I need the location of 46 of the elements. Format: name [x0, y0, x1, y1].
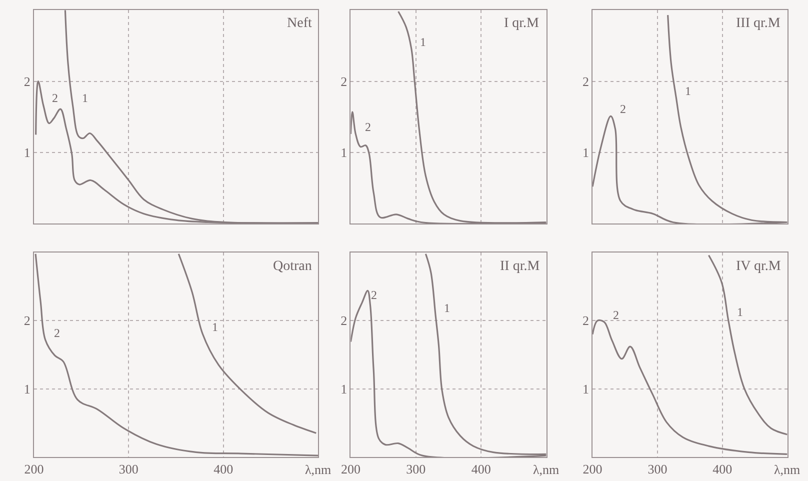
chart-title: II qr.M [500, 259, 540, 274]
y-tick-label: 2 [340, 74, 348, 89]
x-tick-label: 300 [406, 462, 426, 477]
chart-title: IV qr.M [736, 259, 782, 274]
line-series [708, 254, 788, 436]
x-tick-label: 200 [24, 462, 44, 477]
x-tick-label: 300 [118, 462, 138, 477]
series-label: 2 [52, 91, 58, 105]
line-series [34, 253, 318, 456]
chart-title: I qr.M [504, 16, 540, 31]
series-label: 2 [620, 102, 626, 116]
y-tick-label: 2 [582, 313, 589, 328]
y-tick-label: 1 [24, 145, 30, 160]
chart-title: Qotran [273, 259, 312, 274]
series-label: 2 [613, 308, 619, 322]
y-tick-label: 1 [340, 145, 348, 160]
y-tick-label: 2 [24, 313, 30, 328]
y-tick-label: 1 [582, 145, 589, 160]
series-label: 2 [365, 120, 371, 134]
x-tick-label: 300 [648, 462, 668, 477]
x-axis-title: λ,nm [533, 462, 560, 477]
x-axis-title: λ,nm [774, 462, 800, 477]
series-label: 1 [685, 84, 691, 98]
x-tick-label: 400 [471, 462, 491, 477]
y-tick-label: 2 [24, 74, 30, 89]
series-label: 2 [54, 326, 60, 340]
x-tick-label: 400 [214, 462, 234, 477]
x-tick-label: 200 [582, 462, 602, 477]
y-tick-label: 2 [340, 313, 348, 328]
chart-title: Neft [287, 16, 312, 31]
x-tick-label: 400 [712, 462, 732, 477]
line-series [178, 253, 317, 434]
series-label: 1 [444, 301, 450, 315]
y-tick-label: 1 [24, 381, 30, 396]
y-tick-label: 1 [582, 381, 589, 396]
y-tick-label: 1 [340, 381, 348, 396]
series-label: 1 [212, 320, 218, 334]
x-tick-label: 200 [340, 462, 360, 477]
y-tick-label: 2 [582, 74, 589, 89]
series-label: 1 [737, 305, 743, 319]
chart-title: III qr.M [736, 16, 781, 31]
line-series [592, 320, 788, 456]
series-label: 1 [420, 35, 426, 49]
x-axis-title: λ,nm [305, 462, 332, 477]
series-label: 1 [82, 91, 88, 105]
series-label: 2 [371, 288, 377, 302]
